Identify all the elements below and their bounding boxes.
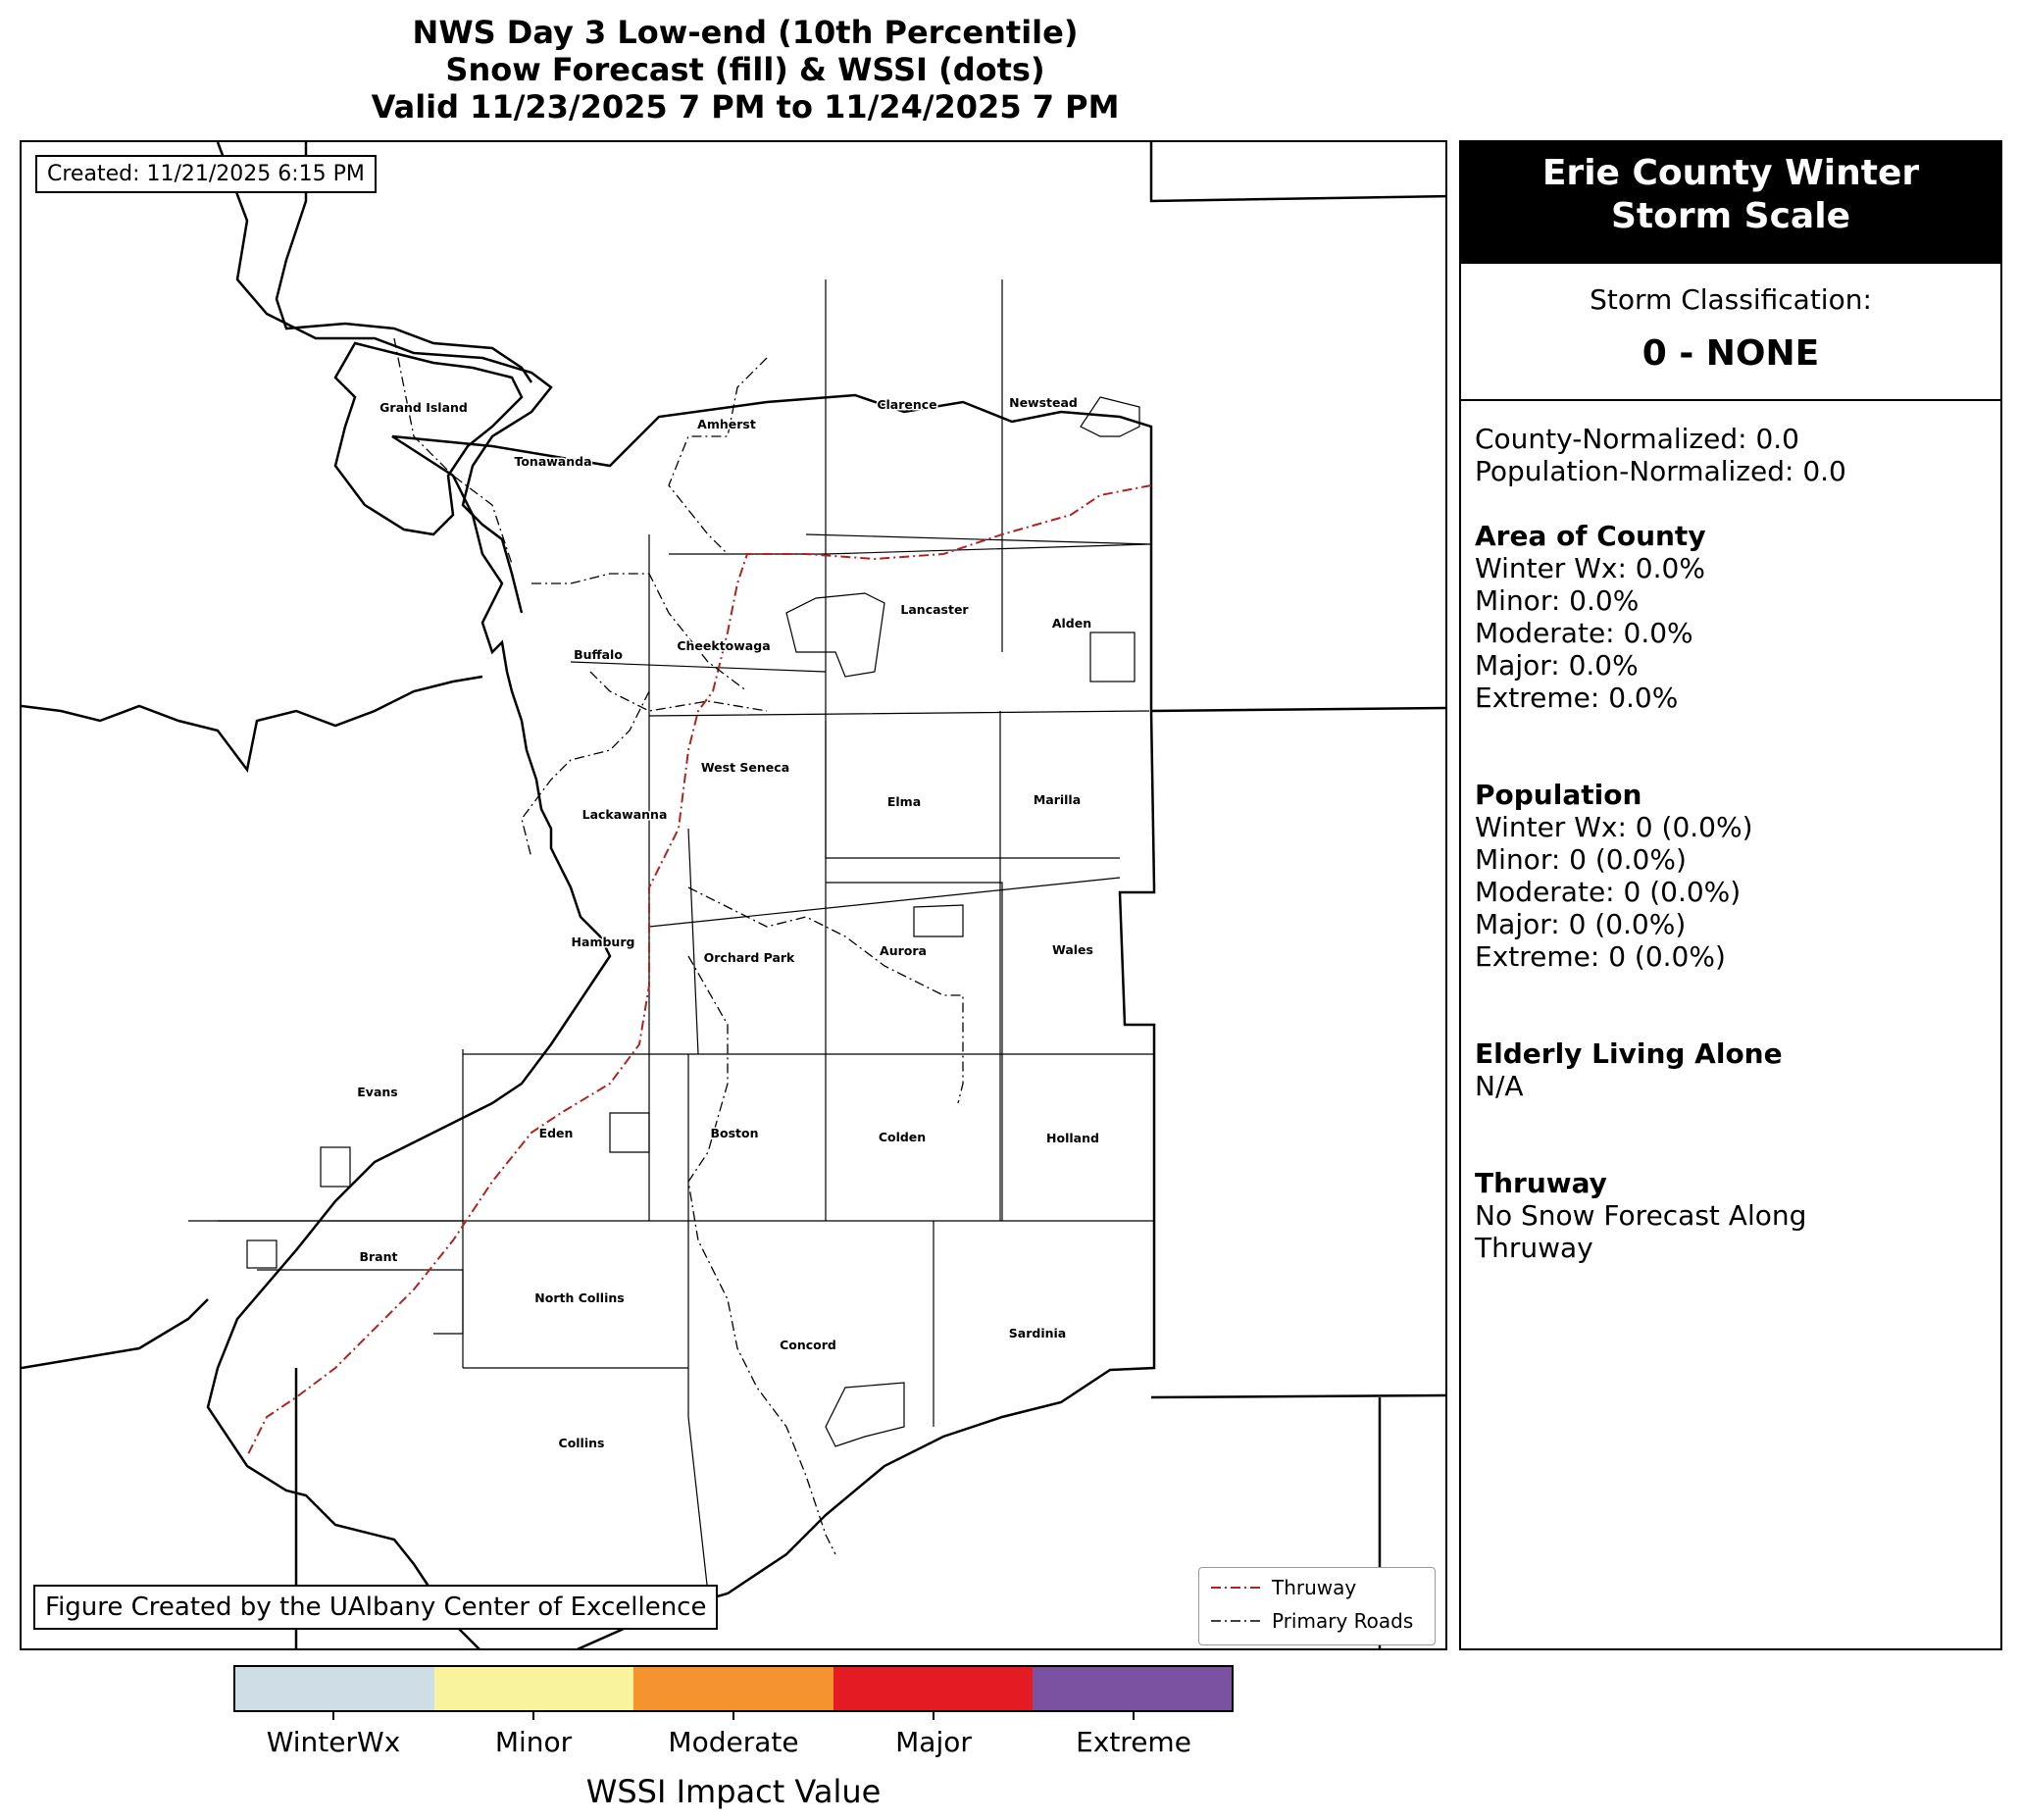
- legend-primary-roads-label: Primary Roads: [1272, 1609, 1414, 1633]
- thruway-line: [246, 484, 1152, 1457]
- town-label-collins: Collins: [559, 1436, 605, 1450]
- town-label-grand-island: Grand Island: [379, 400, 468, 415]
- area-extreme: Extreme: 0.0%: [1475, 682, 1679, 714]
- county-map: Grand Island Tonawanda Amherst Clarence …: [22, 142, 1445, 1648]
- map-title: NWS Day 3 Low-end (10th Percentile) Snow…: [20, 14, 1471, 126]
- town-label-eden: Eden: [539, 1126, 574, 1140]
- thruway-line-icon: [1211, 1587, 1260, 1589]
- panel-stats: County-Normalized: 0.0 Population-Normal…: [1461, 401, 2000, 1264]
- figure-credit: Figure Created by the UAlbany Center of …: [33, 1585, 719, 1630]
- thruway-status-line-1: No Snow Forecast Along: [1475, 1199, 1807, 1232]
- lake-erie-south-shore: [22, 1298, 209, 1370]
- primary-roads-line-icon: [1211, 1620, 1260, 1622]
- colorbar-segment-moderate: [633, 1667, 833, 1710]
- population-minor: Minor: 0 (0.0%): [1475, 843, 1687, 876]
- map-legend: Thruway Primary Roads: [1198, 1567, 1436, 1645]
- colorbar-label-extreme: Extreme: [1076, 1726, 1191, 1758]
- niagara-river-bank-west: [275, 142, 533, 383]
- town-label-clarence: Clarence: [877, 397, 936, 412]
- canada-shoreline: [22, 675, 483, 773]
- legend-entry-primary-roads: Primary Roads: [1211, 1609, 1413, 1633]
- panel-header-line-1: Erie County Winter: [1541, 153, 1920, 193]
- primary-roads: [393, 337, 964, 1555]
- town-label-boston: Boston: [710, 1126, 758, 1140]
- town-label-orchard-park: Orchard Park: [704, 950, 795, 965]
- colorbar-tick: [732, 1710, 734, 1720]
- village-outlines: [246, 396, 1140, 1447]
- erie-county-outline: [206, 393, 1156, 1648]
- population-winterwx: Winter Wx: 0 (0.0%): [1475, 811, 1753, 843]
- town-label-alden: Alden: [1052, 616, 1091, 631]
- area-winterwx: Winter Wx: 0.0%: [1475, 552, 1705, 584]
- town-label-aurora: Aurora: [880, 943, 927, 958]
- county-boundary-east: [294, 142, 1445, 1648]
- town-label-tonawanda: Tonawanda: [514, 454, 591, 469]
- legend-thruway-label: Thruway: [1272, 1576, 1357, 1599]
- town-label-lancaster: Lancaster: [900, 602, 969, 617]
- population-normalized: Population-Normalized: 0.0: [1475, 455, 1846, 487]
- thruway-status-line-2: Thruway: [1475, 1232, 1593, 1264]
- town-label-buffalo: Buffalo: [574, 647, 623, 662]
- map-area: Grand Island Tonawanda Amherst Clarence …: [20, 140, 1447, 1650]
- legend-entry-thruway: Thruway: [1211, 1576, 1356, 1599]
- storm-classification: Storm Classification: 0 - NONE: [1461, 264, 2000, 401]
- town-label-west-seneca: West Seneca: [701, 760, 789, 775]
- colorbar-tick: [1133, 1710, 1135, 1720]
- colorbar-label-winterwx: WinterWx: [266, 1726, 401, 1758]
- niagara-river-bank: [216, 142, 553, 614]
- storm-scale-panel: Erie County Winter Storm Scale Storm Cla…: [1459, 140, 2002, 1650]
- town-label-marilla: Marilla: [1034, 792, 1081, 807]
- town-label-concord: Concord: [780, 1338, 836, 1352]
- town-label-wales: Wales: [1052, 942, 1093, 957]
- classification-label: Storm Classification:: [1590, 283, 1872, 316]
- panel-header-line-2: Storm Scale: [1611, 196, 1850, 236]
- town-label-holland: Holland: [1046, 1131, 1099, 1145]
- area-minor: Minor: 0.0%: [1475, 584, 1640, 617]
- town-label-newstead: Newstead: [1009, 395, 1078, 410]
- town-label-cheektowaga: Cheektowaga: [677, 638, 770, 653]
- title-line-3: Valid 11/23/2025 7 PM to 11/24/2025 7 PM: [371, 88, 1120, 126]
- elderly-value: N/A: [1475, 1070, 1524, 1102]
- town-labels: Grand Island Tonawanda Amherst Clarence …: [356, 394, 1101, 1452]
- population-major: Major: 0 (0.0%): [1475, 908, 1687, 940]
- population-extreme: Extreme: 0 (0.0%): [1475, 940, 1726, 973]
- thruway-heading: Thruway: [1475, 1167, 1607, 1199]
- town-label-lackawanna: Lackawanna: [582, 807, 668, 822]
- colorbar-segment-extreme: [1032, 1667, 1233, 1710]
- classification-value: 0 - NONE: [1641, 333, 1820, 374]
- wssi-colorbar: [233, 1665, 1234, 1712]
- colorbar-segment-minor: [434, 1667, 634, 1710]
- town-boundaries: [188, 279, 1154, 1594]
- population-heading: Population: [1475, 779, 1642, 811]
- area-major: Major: 0.0%: [1475, 649, 1639, 682]
- panel-header: Erie County Winter Storm Scale: [1461, 142, 2000, 264]
- town-label-amherst: Amherst: [697, 417, 756, 431]
- elderly-heading: Elderly Living Alone: [1475, 1037, 1783, 1070]
- colorbar-label-major: Major: [895, 1726, 972, 1758]
- colorbar-label-moderate: Moderate: [668, 1726, 799, 1758]
- area-heading: Area of County: [1475, 520, 1706, 552]
- town-label-evans: Evans: [357, 1085, 397, 1099]
- town-label-north-collins: North Collins: [534, 1290, 624, 1305]
- grand-island-outline: [333, 341, 524, 536]
- county-normalized: County-Normalized: 0.0: [1475, 423, 1799, 455]
- colorbar-segment-winterwx: [235, 1667, 435, 1710]
- colorbar-tick: [933, 1710, 934, 1720]
- area-moderate: Moderate: 0.0%: [1475, 617, 1693, 649]
- town-label-colden: Colden: [879, 1130, 926, 1144]
- title-line-2: Snow Forecast (fill) & WSSI (dots): [445, 51, 1045, 88]
- colorbar-tick: [332, 1710, 334, 1720]
- colorbar-tick: [532, 1710, 534, 1720]
- town-label-sardinia: Sardinia: [1009, 1326, 1066, 1340]
- town-label-brant: Brant: [359, 1249, 397, 1264]
- colorbar-label-minor: Minor: [494, 1726, 573, 1758]
- colorbar-axis-label: WSSI Impact Value: [585, 1773, 882, 1810]
- town-label-elma: Elma: [887, 794, 921, 809]
- title-line-1: NWS Day 3 Low-end (10th Percentile): [412, 14, 1079, 51]
- town-label-hamburg: Hamburg: [572, 935, 635, 949]
- population-moderate: Moderate: 0 (0.0%): [1475, 876, 1742, 908]
- colorbar-segment-major: [833, 1667, 1033, 1710]
- created-timestamp: Created: 11/21/2025 6:15 PM: [35, 155, 377, 193]
